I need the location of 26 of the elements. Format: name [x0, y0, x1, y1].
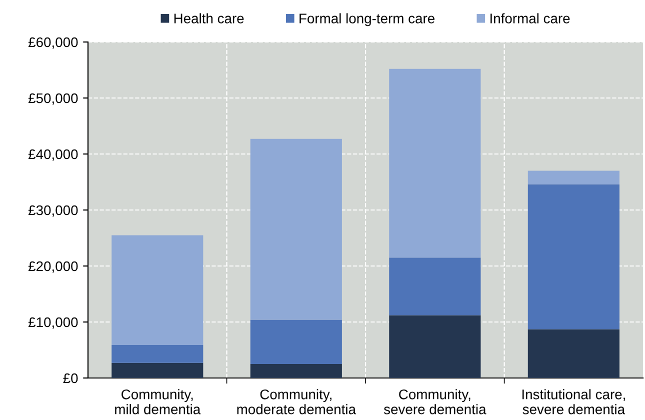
bar	[528, 170, 620, 184]
bar	[389, 68, 481, 258]
bar	[528, 184, 620, 330]
bar	[250, 320, 342, 364]
x-tick-label: Community, mild dementia	[115, 389, 201, 414]
bar	[112, 362, 204, 378]
y-tick-label: £30,000	[28, 205, 78, 217]
y-tick-label: £40,000	[28, 149, 78, 161]
bar	[389, 315, 481, 378]
y-tick-label: £10,000	[28, 317, 78, 329]
x-tick-label: Institutional care, severe dementia	[522, 389, 626, 414]
x-tick-label: Community, severe dementia	[384, 389, 486, 414]
x-tick-label: Community, moderate dementia	[237, 389, 356, 414]
bar	[250, 364, 342, 378]
bar	[112, 344, 204, 363]
bar	[250, 138, 342, 320]
y-tick-label: £60,000	[28, 37, 78, 49]
legend-label: Health care	[174, 13, 244, 24]
bar	[112, 235, 204, 345]
y-tick-label: £0	[63, 373, 78, 384]
bar	[528, 329, 620, 378]
bar	[389, 258, 481, 316]
y-tick-label: £20,000	[28, 261, 78, 273]
y-tick-label: £50,000	[28, 93, 78, 105]
legend-label: Formal long-term care	[300, 13, 434, 26]
legend-label: Informal care	[490, 13, 570, 24]
